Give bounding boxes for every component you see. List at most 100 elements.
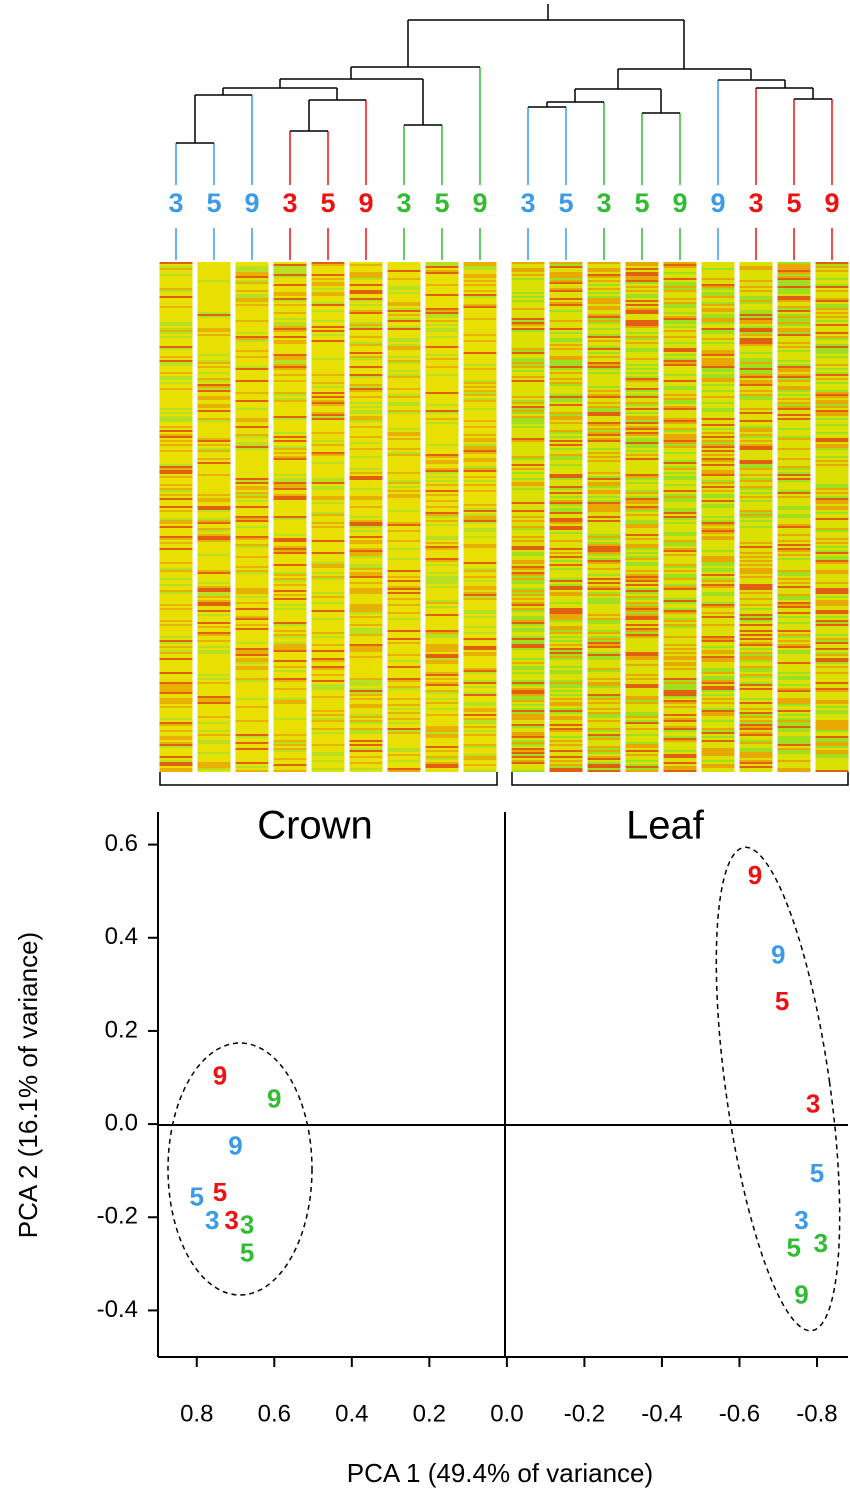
heatmap-cell [549, 760, 583, 762]
heatmap-cell [311, 740, 345, 742]
heatmap-cell [425, 748, 459, 750]
heatmap-cell [739, 724, 773, 726]
heatmap-cell [311, 620, 345, 622]
heatmap-cell [235, 550, 269, 552]
heatmap-cell [701, 346, 735, 348]
heatmap-cell [587, 470, 621, 472]
heatmap-cell [511, 450, 545, 452]
heatmap-cell [701, 318, 735, 320]
heatmap-cell [777, 344, 811, 346]
heatmap-cell [587, 496, 621, 498]
heatmap-cell [387, 392, 421, 394]
heatmap-cell [587, 610, 621, 612]
heatmap-cell [587, 298, 621, 300]
heatmap-cell [815, 486, 849, 488]
heatmap-cell [739, 652, 773, 654]
heatmap-cell [463, 606, 497, 608]
heatmap-cell [549, 536, 583, 538]
heatmap-cell [197, 428, 231, 430]
heatmap-cell [625, 562, 659, 564]
heatmap-cell [777, 662, 811, 664]
heatmap-cell [235, 518, 269, 520]
heatmap-cell [701, 718, 735, 720]
heatmap-cell [777, 334, 811, 336]
heatmap-cell [663, 718, 697, 720]
heatmap-cell [463, 712, 497, 714]
heatmap-cell [549, 288, 583, 290]
heatmap-cell [463, 392, 497, 394]
heatmap-cell [815, 604, 849, 606]
heatmap-cell [739, 742, 773, 744]
heatmap-cell [663, 702, 697, 704]
heatmap-cell [777, 468, 811, 470]
heatmap-cell [349, 498, 383, 500]
heatmap-cell [815, 474, 849, 476]
heatmap-cell [235, 306, 269, 308]
heatmap-cell [815, 620, 849, 622]
heatmap-cell [273, 348, 307, 350]
heatmap-cell [815, 280, 849, 282]
heatmap-cell [273, 492, 307, 494]
heatmap-cell [587, 500, 621, 502]
heatmap-cell [625, 438, 659, 440]
heatmap-cell [549, 670, 583, 672]
heatmap-cell [235, 760, 269, 762]
heatmap-cell [701, 450, 735, 452]
heatmap-cell [549, 706, 583, 708]
heatmap-cell [701, 622, 735, 624]
heatmap-cell [701, 582, 735, 584]
heatmap-cell [311, 298, 345, 300]
heatmap-cell [663, 554, 697, 556]
heatmap-cell [197, 550, 231, 552]
heatmap-cell [663, 688, 697, 690]
heatmap-cell [511, 390, 545, 392]
heatmap-cell [663, 306, 697, 308]
heatmap-cell [197, 434, 231, 436]
heatmap-cell [273, 728, 307, 730]
heatmap-cell [387, 548, 421, 550]
heatmap-cell [235, 538, 269, 540]
heatmap-cell [235, 438, 269, 440]
point-label: 5 [775, 986, 789, 1016]
heatmap-cell [663, 522, 697, 524]
heatmap-cell [463, 676, 497, 678]
heatmap-cell [777, 722, 811, 724]
heatmap-cell [311, 262, 345, 264]
heatmap-cell [463, 446, 497, 448]
heatmap-cell [349, 406, 383, 408]
heatmap-cell [739, 316, 773, 318]
heatmap-cell [387, 316, 421, 318]
heatmap-cell [197, 416, 231, 418]
heatmap-cell [777, 514, 811, 516]
heatmap-cell [387, 638, 421, 640]
heatmap-cell [815, 630, 849, 632]
heatmap-cell [425, 456, 459, 458]
heatmap-cell [349, 540, 383, 542]
heatmap-cell [701, 436, 735, 438]
heatmap-cell [701, 404, 735, 406]
heatmap-cell [197, 322, 231, 324]
heatmap-cell [425, 684, 459, 686]
point-label: 9 [794, 1279, 808, 1309]
heatmap-cell [511, 350, 545, 352]
heatmap-cell [511, 478, 545, 480]
heatmap-cell [349, 466, 383, 468]
heatmap-cell [815, 322, 849, 324]
heatmap-cell [463, 302, 497, 304]
heatmap-cell [701, 276, 735, 278]
heatmap-cell [739, 290, 773, 292]
heatmap-cell [463, 536, 497, 538]
heatmap-cell [587, 422, 621, 424]
heatmap-cell [663, 602, 697, 604]
heatmap-cell [701, 308, 735, 310]
heatmap-cell [739, 442, 773, 444]
heatmap-cell [625, 360, 659, 362]
heatmap-cell [349, 364, 383, 366]
heatmap-cell [273, 764, 307, 766]
heatmap-cell [235, 546, 269, 548]
heatmap-cell [587, 308, 621, 310]
heatmap-cell [777, 392, 811, 394]
heatmap-cell [425, 510, 459, 512]
heatmap-cell [511, 546, 545, 548]
